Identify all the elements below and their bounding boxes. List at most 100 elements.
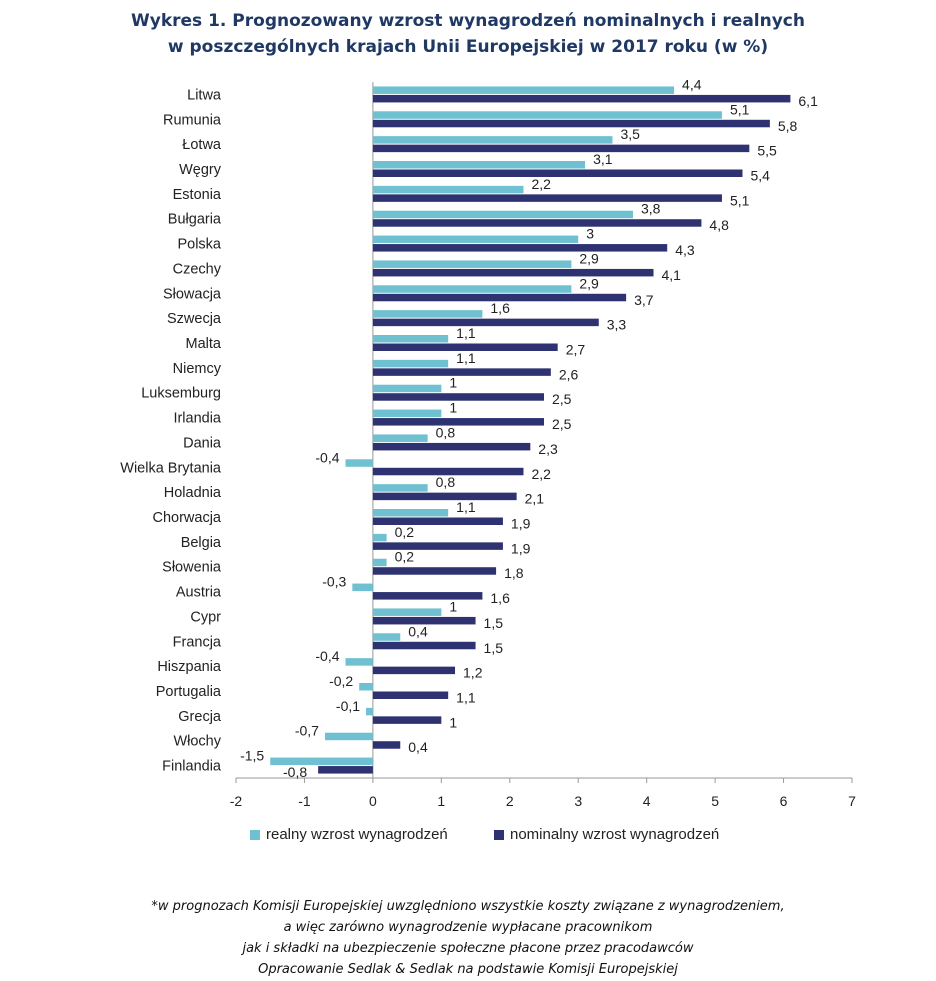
x-tick-label: 4	[643, 793, 651, 809]
data-label-nominal: 5,5	[757, 143, 777, 159]
bar-real	[372, 359, 449, 368]
bar-nominal	[372, 144, 750, 153]
category-label: Belgia	[181, 535, 222, 551]
footnote-line-1: *w prognozach Komisji Europejskiej uwzgl…	[151, 899, 785, 914]
bar-nominal	[372, 492, 517, 501]
data-label-nominal: 4,3	[675, 242, 695, 258]
bar-real	[372, 260, 572, 268]
data-label-nominal: 3,3	[607, 317, 627, 333]
data-label-real: 1	[449, 400, 457, 416]
category-label: Bułgaria	[168, 212, 222, 228]
x-tick-label: 7	[848, 793, 856, 809]
bar-real	[372, 86, 675, 94]
bar-nominal	[372, 293, 627, 302]
data-label-nominal: 2,5	[552, 391, 572, 407]
category-label: Malta	[186, 336, 222, 352]
bar-real	[324, 732, 373, 741]
data-label-real: -0,1	[336, 698, 360, 714]
bar-real	[372, 533, 387, 542]
data-label-nominal: 0,4	[408, 739, 428, 755]
data-label-nominal: 5,4	[750, 168, 770, 184]
bar-nominal	[372, 517, 503, 525]
legend-swatch-real	[250, 829, 260, 840]
bar-nominal	[372, 641, 476, 650]
data-label-real: 3,8	[641, 201, 661, 217]
category-label: Szwecja	[167, 311, 222, 327]
category-label: Rumunia	[163, 112, 222, 128]
bar-nominal	[318, 766, 373, 774]
data-label-real: -1,5	[240, 748, 264, 764]
legend-item-nominal: nominalny wzrost wynagrodzeń	[494, 826, 719, 843]
bar-nominal	[372, 194, 722, 202]
data-label-real: 3,1	[593, 151, 613, 167]
bar-nominal	[372, 318, 599, 327]
bar-nominal	[372, 716, 442, 724]
category-label: Estonia	[173, 187, 222, 203]
footnote-line-4: Opracowanie Sedlak & Sedlak na podstawie…	[258, 962, 678, 977]
legend-item-real: realny wzrost wynagrodzeń	[250, 826, 448, 843]
data-label-real: 2,2	[531, 176, 551, 192]
category-label: Łotwa	[182, 137, 222, 153]
bar-real	[372, 285, 572, 293]
bar-real	[372, 384, 442, 393]
data-label-real: 2,9	[579, 275, 599, 291]
data-label-real: 0,2	[395, 524, 415, 540]
category-label: Luksemburg	[141, 386, 221, 402]
bar-nominal	[372, 219, 702, 227]
bar-nominal	[372, 418, 544, 426]
bar-real	[372, 608, 442, 616]
data-label-nominal: 4,8	[709, 217, 729, 233]
category-label: Niemcy	[173, 361, 222, 377]
bar-nominal	[372, 741, 401, 749]
category-label: Finlandia	[162, 759, 222, 775]
category-label: Węgry	[179, 162, 222, 178]
bar-nominal	[372, 442, 531, 451]
category-label: Dania	[183, 435, 222, 451]
x-tick-label: -2	[230, 793, 243, 809]
bar-nominal	[372, 169, 743, 177]
data-label-nominal: 1,6	[490, 590, 510, 606]
footnote-line-2: a więc zarówno wynagrodzenie wypłacane p…	[283, 920, 653, 935]
x-tick-label: -1	[298, 793, 311, 809]
category-label: Grecja	[178, 709, 222, 725]
bar-nominal	[372, 567, 497, 575]
category-label: Holadnia	[164, 485, 222, 501]
legend-label-real: realny wzrost wynagrodzeń	[266, 826, 448, 843]
chart-title: Wykres 1. Prognozowany wzrost wynagrodze…	[0, 8, 936, 60]
data-label-real: 5,1	[730, 101, 750, 117]
x-tick-label: 2	[506, 793, 514, 809]
data-label-nominal: -0,8	[283, 764, 307, 780]
bar-nominal	[372, 393, 544, 401]
data-label-real: 2,9	[579, 250, 599, 266]
data-label-nominal: 2,5	[552, 416, 572, 432]
data-label-real: 4,4	[682, 76, 702, 92]
category-label: Hiszpania	[157, 659, 222, 675]
data-label-nominal: 2,1	[525, 491, 545, 507]
data-label-real: 0,8	[436, 424, 456, 440]
bar-nominal	[372, 244, 668, 252]
bar-real	[372, 136, 613, 144]
data-label-real: -0,2	[329, 673, 353, 689]
data-label-nominal: 1,2	[463, 665, 483, 681]
bar-real	[372, 558, 387, 567]
data-label-nominal: 1,5	[484, 615, 504, 631]
bar-real	[372, 509, 449, 517]
footnote: *w prognozach Komisji Europejskiej uwzgl…	[0, 896, 936, 980]
data-label-nominal: 2,3	[538, 441, 558, 457]
bar-real	[366, 707, 373, 716]
x-tick-label: 1	[437, 793, 445, 809]
data-label-nominal: 5,1	[730, 192, 750, 208]
data-label-nominal: 4,1	[662, 267, 682, 283]
data-label-nominal: 1	[449, 714, 457, 730]
data-label-real: 3	[586, 226, 594, 242]
bar-nominal	[372, 666, 456, 675]
chart-title-line-2: w poszczególnych krajach Unii Europejski…	[167, 37, 769, 57]
bar-real	[372, 633, 401, 641]
x-tick-label: 3	[574, 793, 582, 809]
data-label-nominal: 2,6	[559, 366, 579, 382]
x-tick-label: 0	[369, 793, 377, 809]
category-label: Austria	[176, 585, 222, 601]
bar-nominal	[372, 616, 476, 625]
bar-real	[359, 683, 373, 691]
bar-chart: -2 -1 0 1 2 3 4 5 6 7 Litwa 4,4 6,1 Rumunia 5,1 5,8 Łotw…	[120, 76, 856, 809]
